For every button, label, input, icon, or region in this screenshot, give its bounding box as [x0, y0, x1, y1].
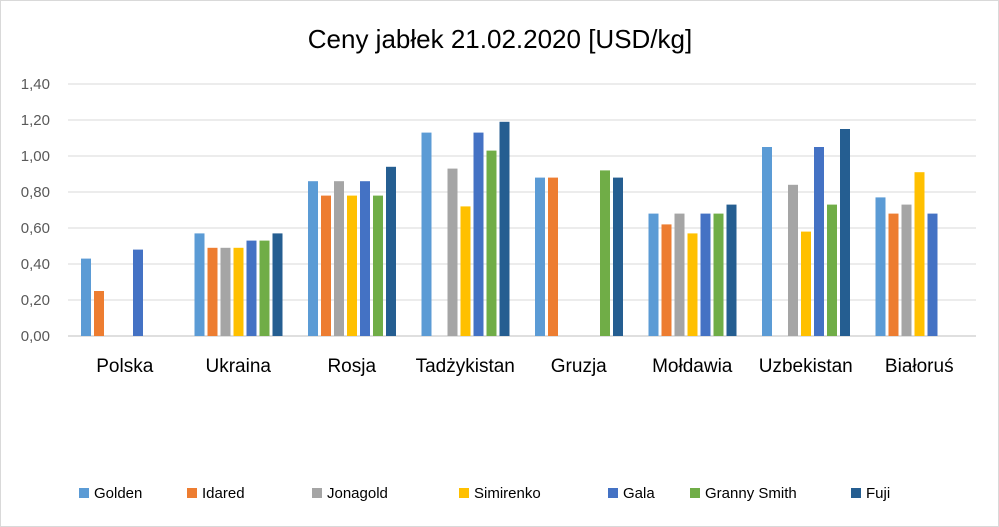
x-tick-label: Ukraina [206, 356, 272, 377]
bar-golden [194, 233, 205, 336]
y-tick-label: 0,80 [21, 184, 50, 201]
bar-simirenko [914, 172, 925, 336]
bar-fuji [272, 233, 283, 336]
bar-fuji [499, 121, 510, 336]
bar-gala [360, 181, 370, 336]
bar-idared [321, 195, 331, 336]
bar-simirenko [347, 195, 357, 336]
bar-simirenko [801, 231, 811, 336]
bar-idared [888, 213, 899, 336]
bar-golden [875, 197, 886, 336]
bar-granny-smith [259, 240, 270, 336]
x-tick-label: Polska [96, 356, 153, 377]
legend-swatch [459, 488, 469, 498]
x-tick-label: Tadżykistan [416, 356, 515, 377]
bar-granny-smith [600, 170, 610, 336]
bar-golden [308, 181, 318, 336]
bar-gala [133, 249, 143, 336]
legend-label: Fuji [866, 485, 890, 502]
legend-swatch [690, 488, 700, 498]
chart-title: Ceny jabłek 21.02.2020 [USD/kg] [308, 24, 692, 54]
bar-simirenko [687, 233, 698, 336]
y-tick-label: 1,00 [21, 148, 50, 165]
x-tick-label: Rosja [327, 356, 376, 377]
bar-granny-smith [713, 213, 724, 336]
y-tick-label: 1,40 [21, 76, 50, 93]
bar-jonagold [674, 213, 685, 336]
bar-granny-smith [827, 204, 837, 336]
bar-simirenko [460, 206, 471, 336]
y-tick-label: 0,60 [21, 220, 50, 237]
y-tick-label: 0,40 [21, 256, 50, 273]
y-tick-label: 0,00 [21, 328, 50, 345]
y-tick-label: 1,20 [21, 112, 50, 129]
legend-label: Simirenko [474, 485, 541, 502]
x-tick-label: Gruzja [551, 356, 607, 377]
legend-label: Granny Smith [705, 485, 797, 502]
bar-golden [648, 213, 659, 336]
bar-idared [548, 177, 558, 336]
legend-label: Jonagold [327, 485, 388, 502]
bar-idared [661, 224, 672, 336]
bar-golden [535, 177, 545, 336]
x-tick-label: Białoruś [885, 356, 954, 377]
bar-jonagold [334, 181, 344, 336]
bar-jonagold [447, 168, 458, 336]
bar-granny-smith [373, 195, 383, 336]
y-tick-label: 0,20 [21, 292, 50, 309]
bar-golden [81, 258, 91, 336]
bar-golden [762, 147, 772, 336]
x-tick-label: Uzbekistan [759, 356, 853, 377]
legend-label: Golden [94, 485, 142, 502]
bar-jonagold [788, 184, 798, 336]
legend-label: Gala [623, 485, 655, 502]
legend-swatch [608, 488, 618, 498]
bars [81, 121, 938, 336]
legend-label: Idared [202, 485, 245, 502]
bar-jonagold [901, 204, 912, 336]
legend-swatch [851, 488, 861, 498]
legend-swatch [312, 488, 322, 498]
bar-gala [700, 213, 711, 336]
bar-gala [814, 147, 824, 336]
bar-fuji [726, 204, 737, 336]
bar-golden [421, 132, 432, 336]
bar-idared [207, 247, 218, 336]
legend: Golden Idared Jonagold Simirenko Gala Granny … [79, 485, 890, 502]
bar-fuji [613, 177, 623, 336]
bar-simirenko [233, 247, 244, 336]
legend-swatch [187, 488, 197, 498]
bar-gala [473, 132, 484, 336]
bar-jonagold [220, 247, 231, 336]
gridlines [68, 83, 976, 337]
bar-fuji [386, 166, 396, 336]
bar-idared [94, 291, 104, 336]
x-tick-label: Mołdawia [652, 356, 733, 377]
bar-gala [246, 240, 257, 336]
x-axis-ticks: Polska Ukraina Rosja Tadżykistan Gruzja Mołda… [96, 356, 953, 377]
bar-granny-smith [486, 150, 497, 336]
legend-swatch [79, 488, 89, 498]
y-axis-ticks: 0,00 0,20 0,40 0,60 0,80 1,00 1,20 1,40 [21, 76, 50, 345]
bar-fuji [840, 129, 850, 336]
bar-gala [927, 213, 938, 336]
